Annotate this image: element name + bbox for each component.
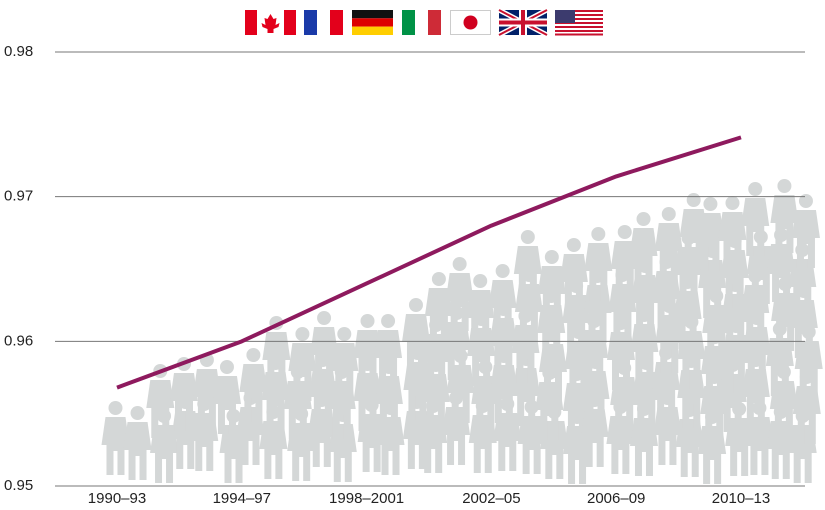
person-icon bbox=[446, 257, 474, 331]
x-tick-label: 2010–13 bbox=[712, 490, 770, 507]
person-head bbox=[799, 194, 813, 208]
person-head bbox=[381, 314, 395, 328]
person-head bbox=[725, 196, 739, 210]
person-head bbox=[777, 179, 791, 193]
person-icon bbox=[792, 194, 820, 268]
people-illustration bbox=[101, 179, 822, 484]
person-head bbox=[473, 274, 487, 288]
flag-italy bbox=[402, 10, 441, 35]
person-icon bbox=[770, 179, 798, 253]
person-head bbox=[703, 197, 717, 211]
flag-japan bbox=[451, 11, 491, 35]
chart: 0.95 0.96 0.97 0.98 1990–93 1994–97 1998–2001 2… bbox=[0, 0, 825, 510]
person-head bbox=[131, 406, 145, 420]
y-tick-label: 0.98 bbox=[4, 43, 33, 60]
person-icon bbox=[741, 182, 769, 256]
person-head bbox=[337, 327, 351, 341]
person-head bbox=[618, 225, 632, 239]
person-head bbox=[496, 264, 510, 278]
flag-uk bbox=[499, 10, 547, 35]
x-tick-label: 1990–93 bbox=[88, 490, 146, 507]
flag-usa bbox=[555, 10, 603, 35]
person-head bbox=[246, 348, 260, 362]
person-icon bbox=[124, 406, 152, 480]
x-tick-label: 1998–2001 bbox=[329, 490, 404, 507]
person-body bbox=[124, 422, 152, 480]
person-head bbox=[662, 207, 676, 221]
flags bbox=[245, 10, 603, 35]
person-head bbox=[591, 227, 605, 241]
person-icon bbox=[630, 308, 658, 382]
y-tick-label: 0.95 bbox=[4, 477, 33, 494]
page: {"chart_data": {"type": "line", "categor… bbox=[0, 0, 825, 510]
person-head bbox=[361, 314, 375, 328]
x-tick-label: 2006–09 bbox=[587, 490, 645, 507]
flag-germany bbox=[352, 10, 393, 35]
person-head bbox=[432, 272, 446, 286]
x-tick-label: 2002–05 bbox=[462, 490, 520, 507]
person-head bbox=[108, 401, 122, 415]
person-head bbox=[317, 311, 331, 325]
y-tick-label: 0.97 bbox=[4, 188, 33, 205]
flag-canada bbox=[245, 10, 296, 35]
person-head bbox=[567, 238, 581, 252]
person-head bbox=[748, 182, 762, 196]
person-head bbox=[295, 327, 309, 341]
person-icon bbox=[677, 354, 705, 428]
person-head bbox=[545, 250, 559, 264]
person-head bbox=[687, 193, 701, 207]
person-head bbox=[409, 298, 423, 312]
x-tick-label: 1994–97 bbox=[213, 490, 271, 507]
person-head bbox=[220, 360, 234, 374]
y-tick-label: 0.96 bbox=[4, 332, 33, 349]
person-head bbox=[453, 257, 467, 271]
flag-france bbox=[304, 10, 343, 35]
person-head bbox=[521, 230, 535, 244]
person-head bbox=[637, 212, 651, 226]
